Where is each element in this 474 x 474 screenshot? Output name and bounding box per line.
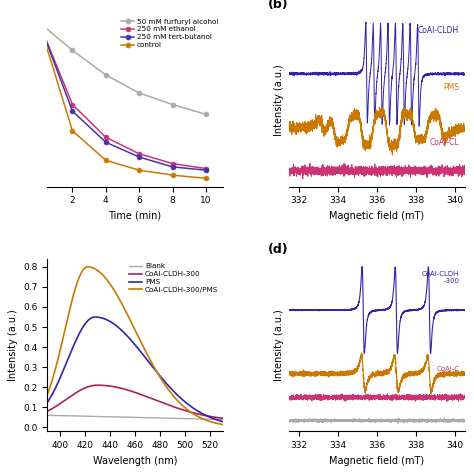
X-axis label: Magnetic field (mT): Magnetic field (mT): [329, 211, 424, 221]
250 mM tert-butanol: [70, 108, 75, 114]
250 mM tert-butanol: [36, 19, 42, 25]
50 mM furfuryl alcohol: [70, 47, 75, 53]
control: [203, 175, 209, 181]
control: [70, 128, 75, 134]
PMS: [220, 419, 226, 424]
Line: 250 mM ethanol: 250 mM ethanol: [36, 20, 209, 171]
Blank: [124, 414, 129, 420]
250 mM ethanol: [137, 151, 142, 156]
CoAl-CLDH-300: [45, 409, 50, 414]
Line: 50 mM furfuryl alcohol: 50 mM furfuryl alcohol: [36, 20, 209, 117]
Text: CoAl-CLDH: CoAl-CLDH: [418, 26, 459, 35]
Y-axis label: Intensity (a.u.): Intensity (a.u.): [273, 64, 284, 137]
Text: CoAl-CLDH
-300: CoAl-CLDH -300: [422, 271, 459, 284]
250 mM ethanol: [203, 166, 209, 172]
control: [137, 167, 142, 173]
Text: PMS: PMS: [443, 83, 459, 92]
control: [103, 157, 109, 163]
control: [36, 19, 42, 25]
Line: Blank: Blank: [47, 415, 223, 419]
Text: CoAl-CL: CoAl-CL: [429, 138, 459, 147]
250 mM ethanol: [170, 161, 175, 166]
CoAl-CLDH-300/PMS: [177, 400, 182, 406]
CoAl-CLDH-300/PMS: [85, 264, 91, 270]
PMS: [90, 315, 95, 320]
50 mM furfuryl alcohol: [36, 19, 42, 25]
Blank: [162, 415, 167, 421]
Blank: [148, 415, 154, 420]
PMS: [148, 362, 154, 368]
250 mM ethanol: [36, 19, 42, 25]
CoAl-CLDH-300/PMS: [162, 382, 168, 387]
Line: 250 mM tert-butanol: 250 mM tert-butanol: [36, 20, 209, 173]
CoAl-CLDH-300/PMS: [124, 311, 130, 317]
Blank: [220, 417, 226, 422]
250 mM tert-butanol: [203, 167, 209, 173]
PMS: [75, 332, 81, 338]
control: [170, 172, 175, 178]
X-axis label: Time (min): Time (min): [109, 211, 162, 221]
Blank: [45, 412, 50, 418]
CoAl-CLDH-300/PMS: [45, 392, 50, 397]
Text: (b): (b): [268, 0, 289, 11]
CoAl-CLDH-300: [177, 406, 182, 412]
Blank: [176, 416, 182, 421]
PMS: [92, 314, 98, 320]
Line: control: control: [36, 20, 209, 181]
CoAl-CLDH-300: [90, 383, 95, 389]
CoAl-CLDH-300: [75, 389, 81, 394]
250 mM tert-butanol: [170, 164, 175, 170]
Blank: [75, 413, 81, 419]
Legend: 50 mM furfuryl alcohol, 250 mM ethanol, 250 mM tert-butanol, control: 50 mM furfuryl alcohol, 250 mM ethanol, …: [120, 18, 219, 49]
Line: PMS: PMS: [47, 317, 223, 421]
50 mM furfuryl alcohol: [203, 111, 209, 117]
Line: CoAl-CLDH-300/PMS: CoAl-CLDH-300/PMS: [47, 267, 223, 425]
X-axis label: Magnetic field (mT): Magnetic field (mT): [329, 456, 424, 465]
Y-axis label: Intensity (a.u.): Intensity (a.u.): [273, 309, 284, 381]
CoAl-CLDH-300/PMS: [90, 265, 96, 271]
CoAl-CLDH-300: [162, 401, 168, 406]
CoAl-CLDH-300: [95, 383, 100, 388]
CoAl-CLDH-300/PMS: [75, 276, 81, 282]
CoAl-CLDH-300/PMS: [220, 422, 226, 428]
PMS: [45, 400, 50, 405]
250 mM tert-butanol: [103, 139, 109, 145]
X-axis label: Wavelength (nm): Wavelength (nm): [93, 456, 177, 465]
Line: CoAl-CLDH-300: CoAl-CLDH-300: [47, 385, 223, 418]
Y-axis label: Intensity (a.u.): Intensity (a.u.): [8, 309, 18, 381]
250 mM ethanol: [103, 135, 109, 140]
CoAl-CLDH-300: [148, 395, 154, 401]
Blank: [90, 413, 95, 419]
50 mM furfuryl alcohol: [103, 72, 109, 78]
50 mM furfuryl alcohol: [137, 90, 142, 96]
PMS: [124, 333, 130, 338]
Text: (d): (d): [268, 243, 289, 255]
CoAl-CLDH-300: [220, 415, 226, 421]
PMS: [162, 379, 168, 384]
Legend: Blank, CoAl-CLDH-300, PMS, CoAl-CLDH-300/PMS: Blank, CoAl-CLDH-300, PMS, CoAl-CLDH-300…: [128, 263, 219, 294]
50 mM furfuryl alcohol: [170, 101, 175, 107]
CoAl-CLDH-300: [124, 387, 130, 392]
250 mM ethanol: [70, 101, 75, 107]
PMS: [177, 394, 182, 400]
CoAl-CLDH-300/PMS: [148, 359, 154, 365]
Text: CoAl-C: CoAl-C: [436, 366, 459, 372]
250 mM tert-butanol: [137, 154, 142, 160]
